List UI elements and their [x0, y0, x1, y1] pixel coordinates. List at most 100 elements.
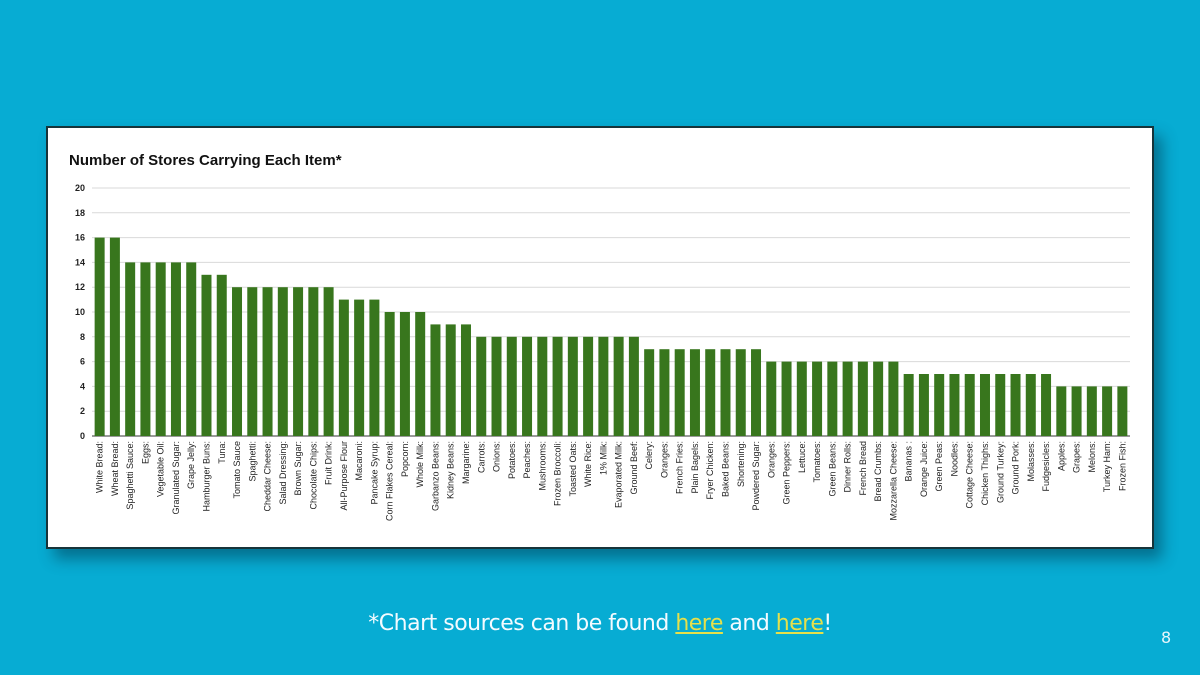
x-tick-label: Turkey Ham:	[1102, 441, 1112, 492]
x-tick-label: Hamburger Buns:	[201, 441, 211, 512]
bar	[964, 374, 975, 436]
bar	[949, 374, 960, 436]
y-tick-label: 10	[75, 307, 85, 317]
footer-prefix: *Chart sources can be found	[368, 611, 676, 636]
bar	[659, 349, 670, 436]
y-tick-label: 16	[75, 233, 85, 243]
bar	[674, 349, 685, 436]
bar	[644, 349, 655, 436]
source-link-1[interactable]: here	[675, 611, 723, 636]
x-tick-label: Bananas :	[904, 441, 914, 482]
page-number: 8	[1161, 628, 1172, 647]
bar	[308, 287, 319, 436]
bar	[934, 374, 945, 436]
y-tick-label: 6	[80, 357, 85, 367]
bar	[186, 262, 197, 436]
x-tick-label: Tomato Sauce	[232, 441, 242, 499]
x-tick-label: Spaghetti Sauce:	[125, 441, 135, 510]
source-link-2[interactable]: here	[775, 611, 824, 636]
y-tick-label: 18	[75, 208, 85, 218]
bar	[354, 299, 365, 436]
x-tick-label: White Bread:	[95, 441, 105, 493]
bar	[491, 336, 502, 436]
y-tick-label: 8	[80, 332, 85, 342]
x-tick-label: Bread Crumbs:	[873, 441, 883, 502]
bar	[399, 312, 410, 436]
bar	[689, 349, 700, 436]
x-tick-label: Oranges:	[766, 441, 776, 478]
x-tick-label: Plain Bagels:	[690, 441, 700, 494]
x-tick-label: Tuna:	[217, 441, 227, 464]
bar	[842, 361, 853, 436]
x-tick-label: Ground Beef:	[629, 441, 639, 495]
x-tick-label: Wheat Bread:	[110, 441, 120, 496]
bar	[155, 262, 166, 436]
x-tick-label: Salad Dressing:	[278, 441, 288, 505]
bar	[888, 361, 899, 436]
bar	[751, 349, 762, 436]
bar	[796, 361, 807, 436]
bar	[170, 262, 181, 436]
bar	[201, 274, 212, 436]
chart-title: Number of Stores Carrying Each Item*	[69, 152, 342, 169]
bar	[1056, 386, 1067, 436]
x-tick-label: Ground Pork:	[1011, 441, 1021, 495]
x-tick-label: Green Peas:	[934, 441, 944, 492]
x-tick-label: Fryer Chicken:	[705, 441, 715, 500]
bar	[613, 336, 624, 436]
x-tick-label: Ground Turkey:	[995, 441, 1005, 503]
x-tick-label: Celery:	[644, 441, 654, 470]
x-tick-label: Lettuce:	[797, 441, 807, 473]
x-tick-label: Shortening:	[736, 441, 746, 487]
x-tick-label: Vegetable Oil:	[156, 441, 166, 497]
bar	[552, 336, 563, 436]
x-tick-label: Granulated Sugar:	[171, 441, 181, 515]
x-tick-label: Orange Juice:	[919, 441, 929, 497]
bar	[903, 374, 914, 436]
y-tick-label: 4	[80, 381, 85, 391]
bar	[232, 287, 243, 436]
bar	[369, 299, 380, 436]
x-tick-label: White Rice:	[583, 441, 593, 487]
bar	[705, 349, 716, 436]
x-tick-label: French Bread	[858, 441, 868, 496]
bar	[125, 262, 136, 436]
bar	[1102, 386, 1113, 436]
x-tick-label: Cottage Cheese:	[965, 441, 975, 509]
x-tick-label: Cheddar Cheese:	[263, 441, 273, 512]
bar	[1025, 374, 1036, 436]
bar	[262, 287, 273, 436]
x-tick-label: Molasses:	[1026, 441, 1036, 482]
bar	[918, 374, 929, 436]
x-tick-label: Apples:	[1056, 441, 1066, 471]
x-tick-label: Fudgesicles:	[1041, 441, 1051, 492]
bar	[216, 274, 227, 436]
x-tick-label: Margarine:	[461, 441, 471, 484]
bar	[338, 299, 349, 436]
footer-note: *Chart sources can be found here and her…	[0, 611, 1200, 636]
bar	[384, 312, 395, 436]
bar	[827, 361, 838, 436]
x-tick-label: Mozzarella Cheese:	[888, 441, 898, 521]
bar	[720, 349, 731, 436]
x-tick-label: Corn Flakes Cereal:	[385, 441, 395, 521]
x-tick-label: Green Beans:	[827, 441, 837, 497]
y-tick-label: 20	[75, 183, 85, 193]
bar	[598, 336, 609, 436]
x-tick-label: Powdered Sugar:	[751, 441, 761, 511]
x-tick-label: Grapes:	[1072, 441, 1082, 473]
bar	[979, 374, 990, 436]
x-tick-label: Melons:	[1087, 441, 1097, 473]
y-tick-label: 0	[80, 431, 85, 441]
x-tick-label: 1% Milk:	[598, 441, 608, 475]
bar	[1086, 386, 1097, 436]
x-tick-label: Carrots:	[476, 441, 486, 473]
bar	[140, 262, 151, 436]
bar	[506, 336, 517, 436]
x-tick-label: Oranges:	[659, 441, 669, 478]
bar	[583, 336, 594, 436]
x-tick-label: Tomatoes:	[812, 441, 822, 483]
y-tick-label: 14	[75, 257, 85, 267]
footer-middle: and	[722, 611, 776, 636]
x-tick-label: Popcorn:	[400, 441, 410, 477]
